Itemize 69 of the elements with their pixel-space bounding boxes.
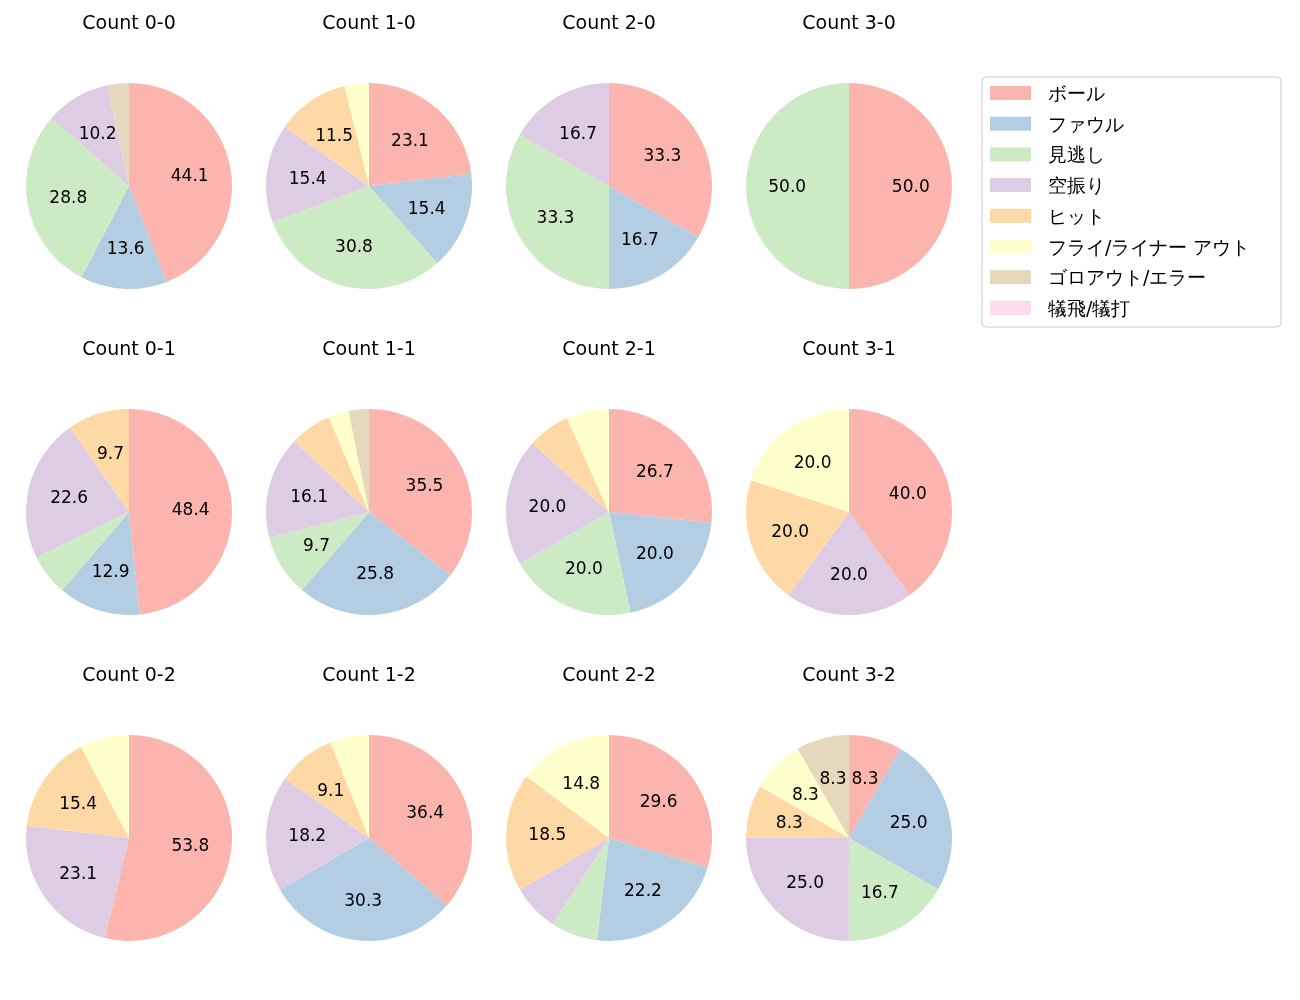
- legend-label: ヒット: [1048, 204, 1105, 227]
- data-label: 13.6: [106, 237, 145, 258]
- data-label: 15.4: [59, 792, 98, 813]
- data-label: 25.0: [889, 811, 928, 832]
- data-label: 30.8: [335, 235, 373, 256]
- data-label: 20.0: [528, 495, 567, 516]
- data-label: 20.0: [565, 558, 603, 579]
- chart-title: Count 2-2: [562, 663, 656, 685]
- data-label: 20.0: [830, 563, 868, 584]
- data-label: 44.1: [170, 164, 209, 185]
- legend-label: ファウル: [1048, 112, 1124, 135]
- chart-title: Count 1-1: [322, 337, 416, 359]
- chart-title: Count 3-0: [802, 11, 896, 33]
- data-label: 8.3: [791, 784, 819, 805]
- data-label: 8.3: [851, 768, 879, 789]
- data-label: 11.5: [315, 125, 354, 145]
- data-label: 33.3: [643, 145, 682, 166]
- data-label: 33.3: [536, 206, 575, 227]
- chart-title: Count 1-2: [322, 663, 416, 685]
- legend-label: 空振り: [1048, 174, 1105, 197]
- data-label: 23.1: [59, 863, 98, 884]
- data-label: 26.7: [636, 460, 674, 481]
- data-label: 22.6: [50, 486, 89, 507]
- data-label: 16.1: [290, 486, 329, 507]
- data-label: 16.7: [621, 229, 659, 250]
- data-label: 29.6: [639, 791, 678, 812]
- data-label: 20.0: [793, 452, 832, 472]
- data-label: 18.2: [288, 825, 327, 846]
- data-label: 25.8: [356, 563, 395, 584]
- data-label: 48.4: [171, 498, 210, 519]
- data-label: 53.8: [171, 835, 210, 856]
- data-label: 16.7: [559, 122, 597, 143]
- data-label: 15.4: [407, 198, 446, 219]
- data-label: 28.8: [49, 187, 88, 208]
- chart-title: Count 2-0: [562, 11, 656, 33]
- data-label: 35.5: [405, 474, 444, 495]
- legend-label: ボール: [1048, 82, 1105, 104]
- legend-label: 犠飛/犠打: [1048, 296, 1131, 319]
- chart-title: Count 3-2: [802, 663, 896, 685]
- data-label: 36.4: [406, 802, 445, 823]
- data-label: 9.7: [302, 534, 331, 555]
- data-label: 30.3: [344, 889, 383, 910]
- chart-title: Count 3-1: [802, 337, 896, 359]
- data-label: 40.0: [888, 482, 927, 503]
- chart-title: Count 1-0: [322, 11, 416, 33]
- data-label: 20.0: [636, 543, 674, 564]
- chart-title: Count 2-1: [562, 337, 656, 359]
- data-label: 50.0: [891, 176, 930, 196]
- data-label: 12.9: [91, 561, 130, 582]
- data-label: 20.0: [771, 521, 810, 542]
- legend-label: フライ/ライナー アウト: [1048, 235, 1251, 258]
- data-label: 22.2: [624, 879, 662, 900]
- data-label: 16.7: [860, 881, 899, 902]
- data-label: 8.3: [819, 768, 847, 789]
- data-label: 15.4: [288, 168, 327, 189]
- chart-title: Count 0-0: [82, 11, 176, 33]
- data-label: 9.7: [96, 443, 124, 464]
- data-label: 9.1: [317, 779, 345, 800]
- data-label: 23.1: [391, 129, 429, 150]
- chart-title: Count 0-1: [82, 337, 176, 359]
- data-label: 18.5: [528, 824, 567, 845]
- chart-title: Count 0-2: [82, 663, 176, 685]
- legend-label: 見逃し: [1048, 143, 1105, 166]
- data-label: 25.0: [786, 871, 825, 892]
- data-label: 14.8: [562, 772, 601, 793]
- data-label: 10.2: [78, 122, 117, 143]
- legend-label: ゴロアウト/エラー: [1048, 266, 1207, 289]
- data-label: 8.3: [775, 811, 803, 832]
- data-label: 50.0: [768, 176, 807, 196]
